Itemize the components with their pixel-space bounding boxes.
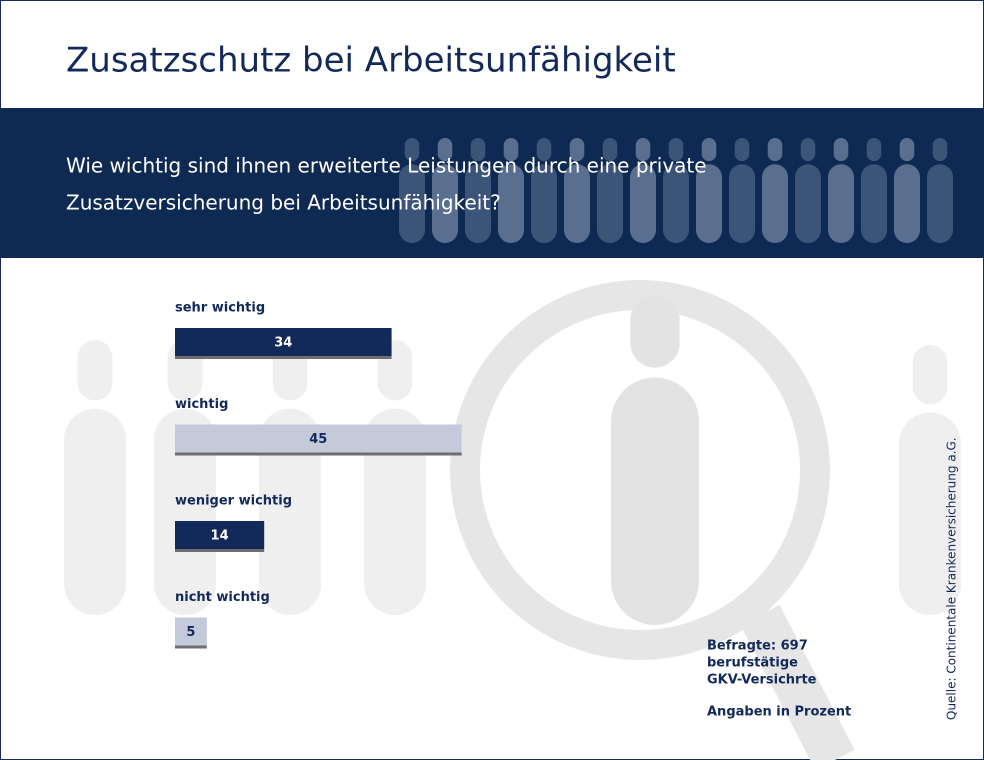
figure-head bbox=[834, 138, 849, 161]
chart-title: Zusatzschutz bei Arbeitsunfähigkeit bbox=[66, 41, 676, 81]
note: Angaben in Prozent bbox=[707, 705, 851, 720]
figure-head bbox=[768, 138, 783, 161]
figure-body bbox=[927, 164, 953, 243]
bar-shadow bbox=[175, 453, 462, 456]
figure-body bbox=[894, 164, 920, 243]
figure-body bbox=[729, 164, 755, 243]
note: GKV-Versichrte bbox=[707, 673, 817, 688]
category-label: sehr wichtig bbox=[175, 301, 265, 316]
figure-head bbox=[913, 345, 948, 404]
note: Befragte: 697 bbox=[707, 639, 808, 654]
figure-body bbox=[64, 409, 126, 615]
figure-body bbox=[611, 378, 699, 626]
figure-head bbox=[900, 138, 915, 161]
bar-shadow bbox=[175, 646, 207, 649]
category-label: weniger wichtig bbox=[175, 494, 292, 509]
infographic: Zusatzschutz bei Arbeitsunfähigkeit Wie … bbox=[0, 0, 984, 760]
figure-head bbox=[735, 138, 750, 161]
bar-shadow bbox=[175, 549, 264, 552]
figure-head bbox=[867, 138, 882, 161]
question: Wie wichtig sind ihnen erweiterte Leistu… bbox=[66, 154, 707, 178]
figure-body bbox=[828, 164, 854, 243]
question: Zusatzversicherung bei Arbeitsunfähigkei… bbox=[66, 191, 501, 215]
figure-head bbox=[78, 340, 113, 401]
category-label: nicht wichtig bbox=[175, 590, 270, 605]
figure-head bbox=[630, 295, 679, 368]
value-label: 14 bbox=[211, 529, 229, 544]
figure-body bbox=[795, 164, 821, 243]
figure-body bbox=[861, 164, 887, 243]
note: berufstätige bbox=[707, 656, 798, 671]
value-label: 5 bbox=[186, 625, 195, 640]
figure-head bbox=[933, 138, 948, 161]
source: Quelle: Continentale Krankenversicherung… bbox=[945, 437, 959, 720]
value-label: 45 bbox=[309, 432, 327, 447]
figure-body bbox=[762, 164, 788, 243]
value-label: 34 bbox=[274, 336, 292, 351]
category-label: wichtig bbox=[175, 397, 228, 412]
bar-shadow bbox=[175, 356, 392, 359]
figure-head bbox=[801, 138, 816, 161]
